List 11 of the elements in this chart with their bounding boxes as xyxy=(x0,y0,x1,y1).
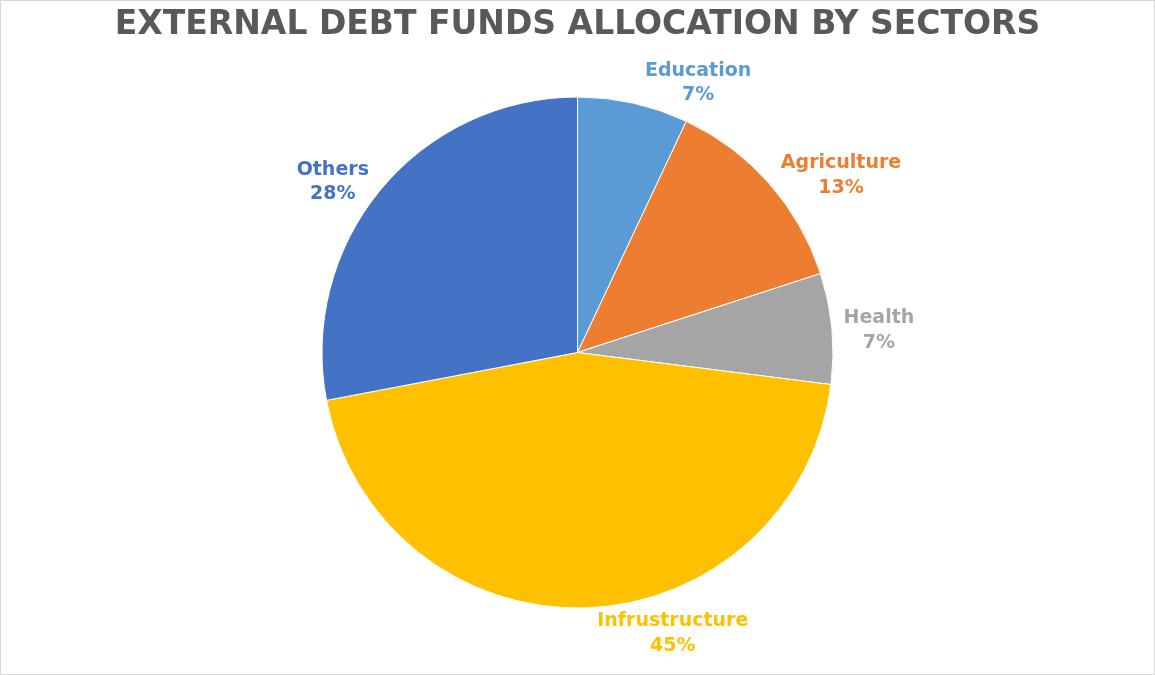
data-label: 13% xyxy=(818,174,864,197)
data-label: 28% xyxy=(310,181,356,204)
data-label: 45% xyxy=(650,632,696,655)
slice-label: Agriculture xyxy=(780,149,902,172)
chart-title: EXTERNAL DEBT FUNDS ALLOCATION BY SECTORS xyxy=(114,3,1041,43)
slice-label: Others xyxy=(296,156,369,179)
data-label: 7% xyxy=(862,329,896,352)
data-label: 7% xyxy=(681,82,715,105)
slice-label: Education xyxy=(644,57,752,80)
slice-label: Health xyxy=(843,304,915,327)
slice-label: Infrustructure xyxy=(597,607,749,630)
